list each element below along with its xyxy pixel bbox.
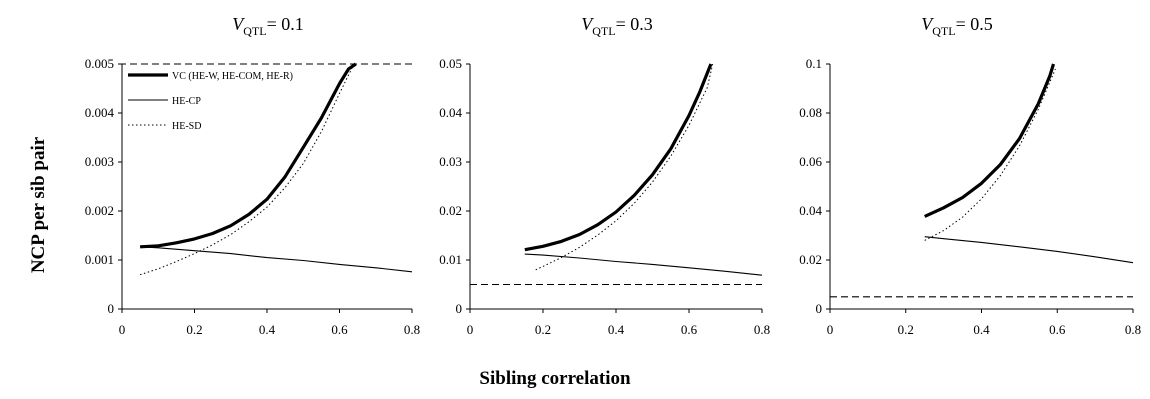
- y-tick-label: 0.1: [806, 56, 822, 71]
- x-tick-label: 0: [827, 322, 834, 337]
- panel-3-plot: 0 0.02 0.04 0.06 0.08 0.1 0 0.2 0.4 0.6 0.8: [799, 56, 1141, 337]
- series-thick-solid-line: [924, 63, 1056, 218]
- x-tick-label: 0.8: [404, 322, 420, 337]
- y-tick-label: 0.08: [799, 105, 822, 120]
- y-tick-label: 0.05: [439, 56, 462, 71]
- y-tick-label: 0.01: [439, 252, 462, 267]
- panel-1-plot: 0 0.001 0.002 0.003 0.004 0.005 0 0.2 0.4 0.6 0.8: [85, 56, 420, 337]
- y-tick-label: 0.04: [439, 105, 462, 120]
- y-tick-label: 0.02: [439, 203, 462, 218]
- y-tick-label: 0.06: [799, 154, 822, 169]
- x-tick-label: 0.6: [681, 322, 698, 337]
- y-tick-label: 0.001: [85, 252, 114, 267]
- panel-1-title-rest: = 0.1: [267, 14, 304, 34]
- x-tick-label: 0.2: [186, 322, 202, 337]
- y-tick-label: 0.02: [799, 252, 822, 267]
- x-tick-label: 0.6: [331, 322, 348, 337]
- legend-label-he-cp: HE-CP: [172, 96, 201, 107]
- x-axis-label: Sibling correlation: [479, 368, 631, 389]
- x-tick-label: 0.2: [535, 322, 551, 337]
- legend-label-vc: VC (HE-W, HE-COM, HE-R): [172, 71, 293, 82]
- y-tick-label: 0.004: [85, 105, 115, 120]
- panel-3-title: VQTL= 0.5: [921, 14, 992, 38]
- series-thin-solid-line: [524, 253, 763, 276]
- series-dotted-line: [924, 68, 1056, 241]
- series-thin-solid-line: [140, 246, 413, 273]
- panel-2-plot: 0 0.01 0.02 0.03 0.04 0.05 0 0.2 0.4 0.6 0.8: [439, 56, 770, 337]
- y-tick-label: 0: [816, 301, 823, 316]
- x-tick-label: 0: [467, 322, 474, 337]
- y-axis-label: NCP per sib pair: [28, 136, 49, 273]
- y-tick-label: 0: [108, 301, 115, 316]
- series-thin-solid-line: [924, 236, 1134, 264]
- x-tick-label: 0.4: [973, 322, 990, 337]
- panel-1-title: VQTL= 0.1: [232, 14, 303, 38]
- series-thick-solid-line: [524, 63, 713, 252]
- panel-1-title-var: V: [232, 14, 245, 34]
- panel-2-title: VQTL= 0.3: [581, 14, 652, 38]
- y-tick-label: 0.003: [85, 154, 114, 169]
- x-tick-label: 0.4: [259, 322, 276, 337]
- legend-label-he-sd: HE-SD: [172, 121, 201, 132]
- x-tick-label: 0.8: [1125, 322, 1141, 337]
- panel-1-title-sub: QTL: [243, 24, 266, 38]
- panel-2-title-var: V: [581, 14, 594, 34]
- y-tick-label: 0.03: [439, 154, 462, 169]
- panel-3-title-var: V: [921, 14, 934, 34]
- y-tick-label: 0: [456, 301, 463, 316]
- x-tick-label: 0.6: [1049, 322, 1066, 337]
- x-tick-label: 0.2: [898, 322, 914, 337]
- x-tick-label: 0.8: [754, 322, 770, 337]
- panel-3-title-rest: = 0.5: [956, 14, 993, 34]
- legend: VC (HE-W, HE-COM, HE-R) HE-CP HE-SD: [128, 71, 293, 132]
- series-dotted-line: [535, 63, 714, 271]
- series-thick-solid-line: [140, 62, 357, 249]
- panel-3-title-sub: QTL: [932, 24, 955, 38]
- panel-2-title-sub: QTL: [592, 24, 615, 38]
- y-tick-label: 0.002: [85, 203, 114, 218]
- y-tick-label: 0.005: [85, 56, 114, 71]
- x-tick-label: 0: [119, 322, 126, 337]
- panel-2-title-rest: = 0.3: [616, 14, 653, 34]
- y-tick-label: 0.04: [799, 203, 822, 218]
- x-tick-label: 0.4: [608, 322, 625, 337]
